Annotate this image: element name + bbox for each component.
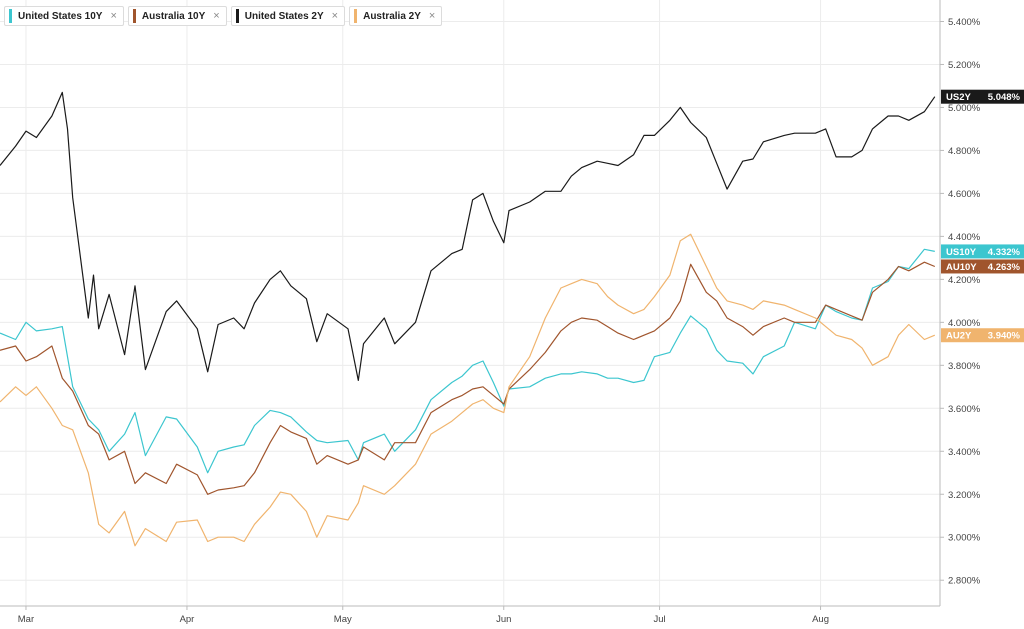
x-tick-label: Jun [496,614,511,625]
legend-chip-us10y[interactable]: United States 10Y × [4,6,124,26]
last-value-tag-us2y [941,89,1024,104]
y-tick-label: 4.600% [948,189,981,200]
legend-swatch-us10y [9,9,12,23]
legend-swatch-us2y [235,9,239,23]
last-value-tag-name-us10y: US10Y [946,247,977,258]
y-tick-label: 3.000% [948,533,981,544]
legend-swatch-au2y [354,9,358,23]
y-tick-label: 3.200% [948,490,981,501]
legend-label-au2y: Australia 2Y [363,10,421,22]
y-tick-label: 4.000% [948,318,981,329]
remove-series-us2y-icon[interactable]: × [331,10,339,22]
last-value-tag-us10y [941,244,1024,259]
legend-chip-au2y[interactable]: Australia 2Y × [349,6,443,26]
remove-series-us10y-icon[interactable]: × [110,10,117,22]
legend: United States 10Y × Australia 10Y × Unit… [4,6,443,26]
legend-label-au10y: Australia 10Y [141,10,206,22]
series-line-us2y[interactable] [0,91,936,381]
y-tick-label: 3.600% [948,404,981,415]
x-tick-label: Mar [18,614,34,625]
y-tick-label: 2.800% [948,576,981,587]
legend-swatch-au10y [132,9,136,23]
legend-chip-au10y[interactable]: Australia 10Y × [127,6,227,26]
last-value-tag-value-us2y: 5.048% [988,92,1021,103]
y-tick-label: 3.800% [948,361,981,372]
series-line-au10y[interactable] [0,261,936,495]
y-tick-label: 5.000% [948,103,981,114]
last-value-tag-name-us2y: US2Y [946,92,971,103]
last-value-tag-value-us10y: 4.332% [988,247,1021,258]
y-tick-label: 3.400% [948,447,981,458]
legend-chip-us2y[interactable]: United States 2Y × [230,6,346,26]
y-tick-label: 4.400% [948,232,981,243]
remove-series-au10y-icon[interactable]: × [213,10,220,22]
x-tick-label: Jul [653,614,665,625]
legend-label-us2y: United States 2Y [244,10,324,22]
last-value-tag-name-au10y: AU10Y [946,262,977,273]
x-tick-label: Apr [180,614,195,625]
legend-label-us10y: United States 10Y [18,10,103,22]
last-value-tag-au10y [941,259,1024,274]
y-tick-label: 4.800% [948,146,981,157]
series-line-us10y[interactable] [0,248,935,474]
x-tick-label: Aug [812,614,829,625]
last-value-tag-value-au10y: 4.263% [988,262,1021,273]
last-value-tag-au2y [941,328,1024,343]
series-line-au2y[interactable] [0,233,936,547]
y-tick-label: 4.200% [948,275,981,286]
y-tick-label: 5.400% [948,17,981,28]
y-tick-label: 5.200% [948,60,981,71]
x-tick-label: May [334,614,352,625]
last-value-tag-name-au2y: AU2Y [946,331,972,342]
last-value-tag-value-au2y: 3.940% [988,331,1021,342]
remove-series-au2y-icon[interactable]: × [428,10,436,22]
